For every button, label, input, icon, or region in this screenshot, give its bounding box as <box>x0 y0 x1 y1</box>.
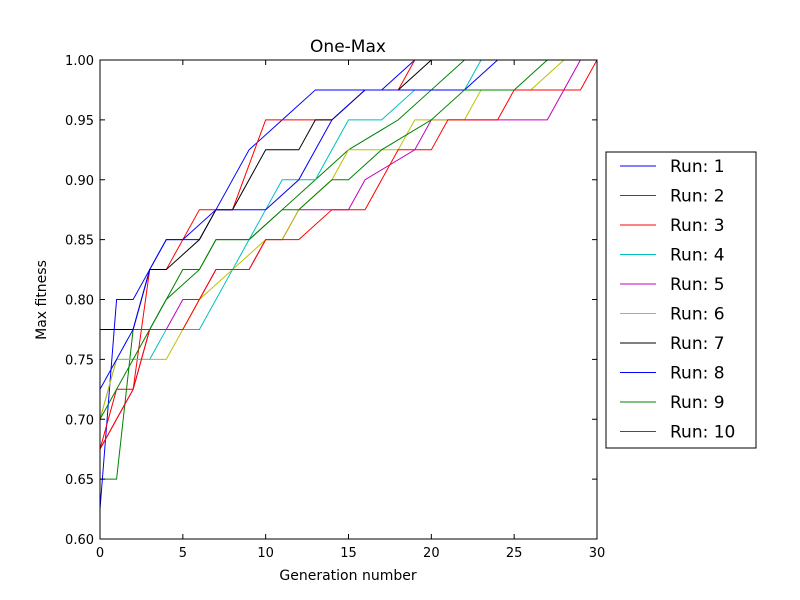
x-axis-label: Generation number <box>279 568 416 584</box>
x-tick-label: 15 <box>340 546 357 561</box>
x-tick-label: 5 <box>179 546 187 561</box>
legend-label-run-4: Run: 4 <box>670 246 725 266</box>
y-tick-label: 0.70 <box>65 413 94 428</box>
series-line-run-7 <box>100 60 432 330</box>
chart-title: One-Max <box>310 37 386 57</box>
x-tick-label: 25 <box>506 546 523 561</box>
y-tick-label: 0.85 <box>65 234 94 249</box>
series-layer <box>100 60 597 510</box>
series-line-run-9 <box>100 60 548 420</box>
x-tick-label: 20 <box>423 546 440 561</box>
legend-label-run-2: Run: 2 <box>670 187 725 207</box>
x-tick-label: 30 <box>589 546 606 561</box>
legend-label-run-7: Run: 7 <box>670 334 725 354</box>
y-tick-label: 0.75 <box>65 353 94 368</box>
legend: Run: 1 Run: 2 Run: 3 Run: 4 Run: 5 Run: 6 Run:… <box>605 151 757 449</box>
x-tick-label: 0 <box>96 546 104 561</box>
legend-label-run-6: Run: 6 <box>670 305 725 325</box>
legend-label-run-5: Run: 5 <box>670 275 725 295</box>
legend-frame <box>605 151 757 449</box>
legend-label-run-1: Run: 1 <box>670 157 725 177</box>
y-tick-label: 0.60 <box>65 533 94 548</box>
legend-label-run-3: Run: 3 <box>670 216 725 236</box>
x-axis: 0 5 10 15 20 25 30 <box>96 60 605 561</box>
plot-frame <box>99 59 598 540</box>
series-line-run-5 <box>100 60 581 450</box>
series-line-run-10 <box>100 60 597 450</box>
y-tick-label: 0.95 <box>65 114 94 129</box>
y-tick-label: 1.00 <box>65 54 94 69</box>
y-axis: 0.60 0.65 0.70 0.75 0.80 0.85 0.90 0.95 1.00 <box>65 54 597 548</box>
y-tick-label: 0.80 <box>65 294 94 309</box>
y-axis-label: Max fitness <box>34 260 50 340</box>
y-tick-label: 0.65 <box>65 473 94 488</box>
series-line-run-8 <box>100 60 498 390</box>
x-tick-label: 10 <box>257 546 274 561</box>
legend-label-run-8: Run: 8 <box>670 364 725 384</box>
y-tick-label: 0.90 <box>65 174 94 189</box>
legend-label-run-10: Run: 10 <box>670 423 735 443</box>
series-line-run-4 <box>100 60 482 420</box>
legend-label-run-9: Run: 9 <box>670 393 725 413</box>
